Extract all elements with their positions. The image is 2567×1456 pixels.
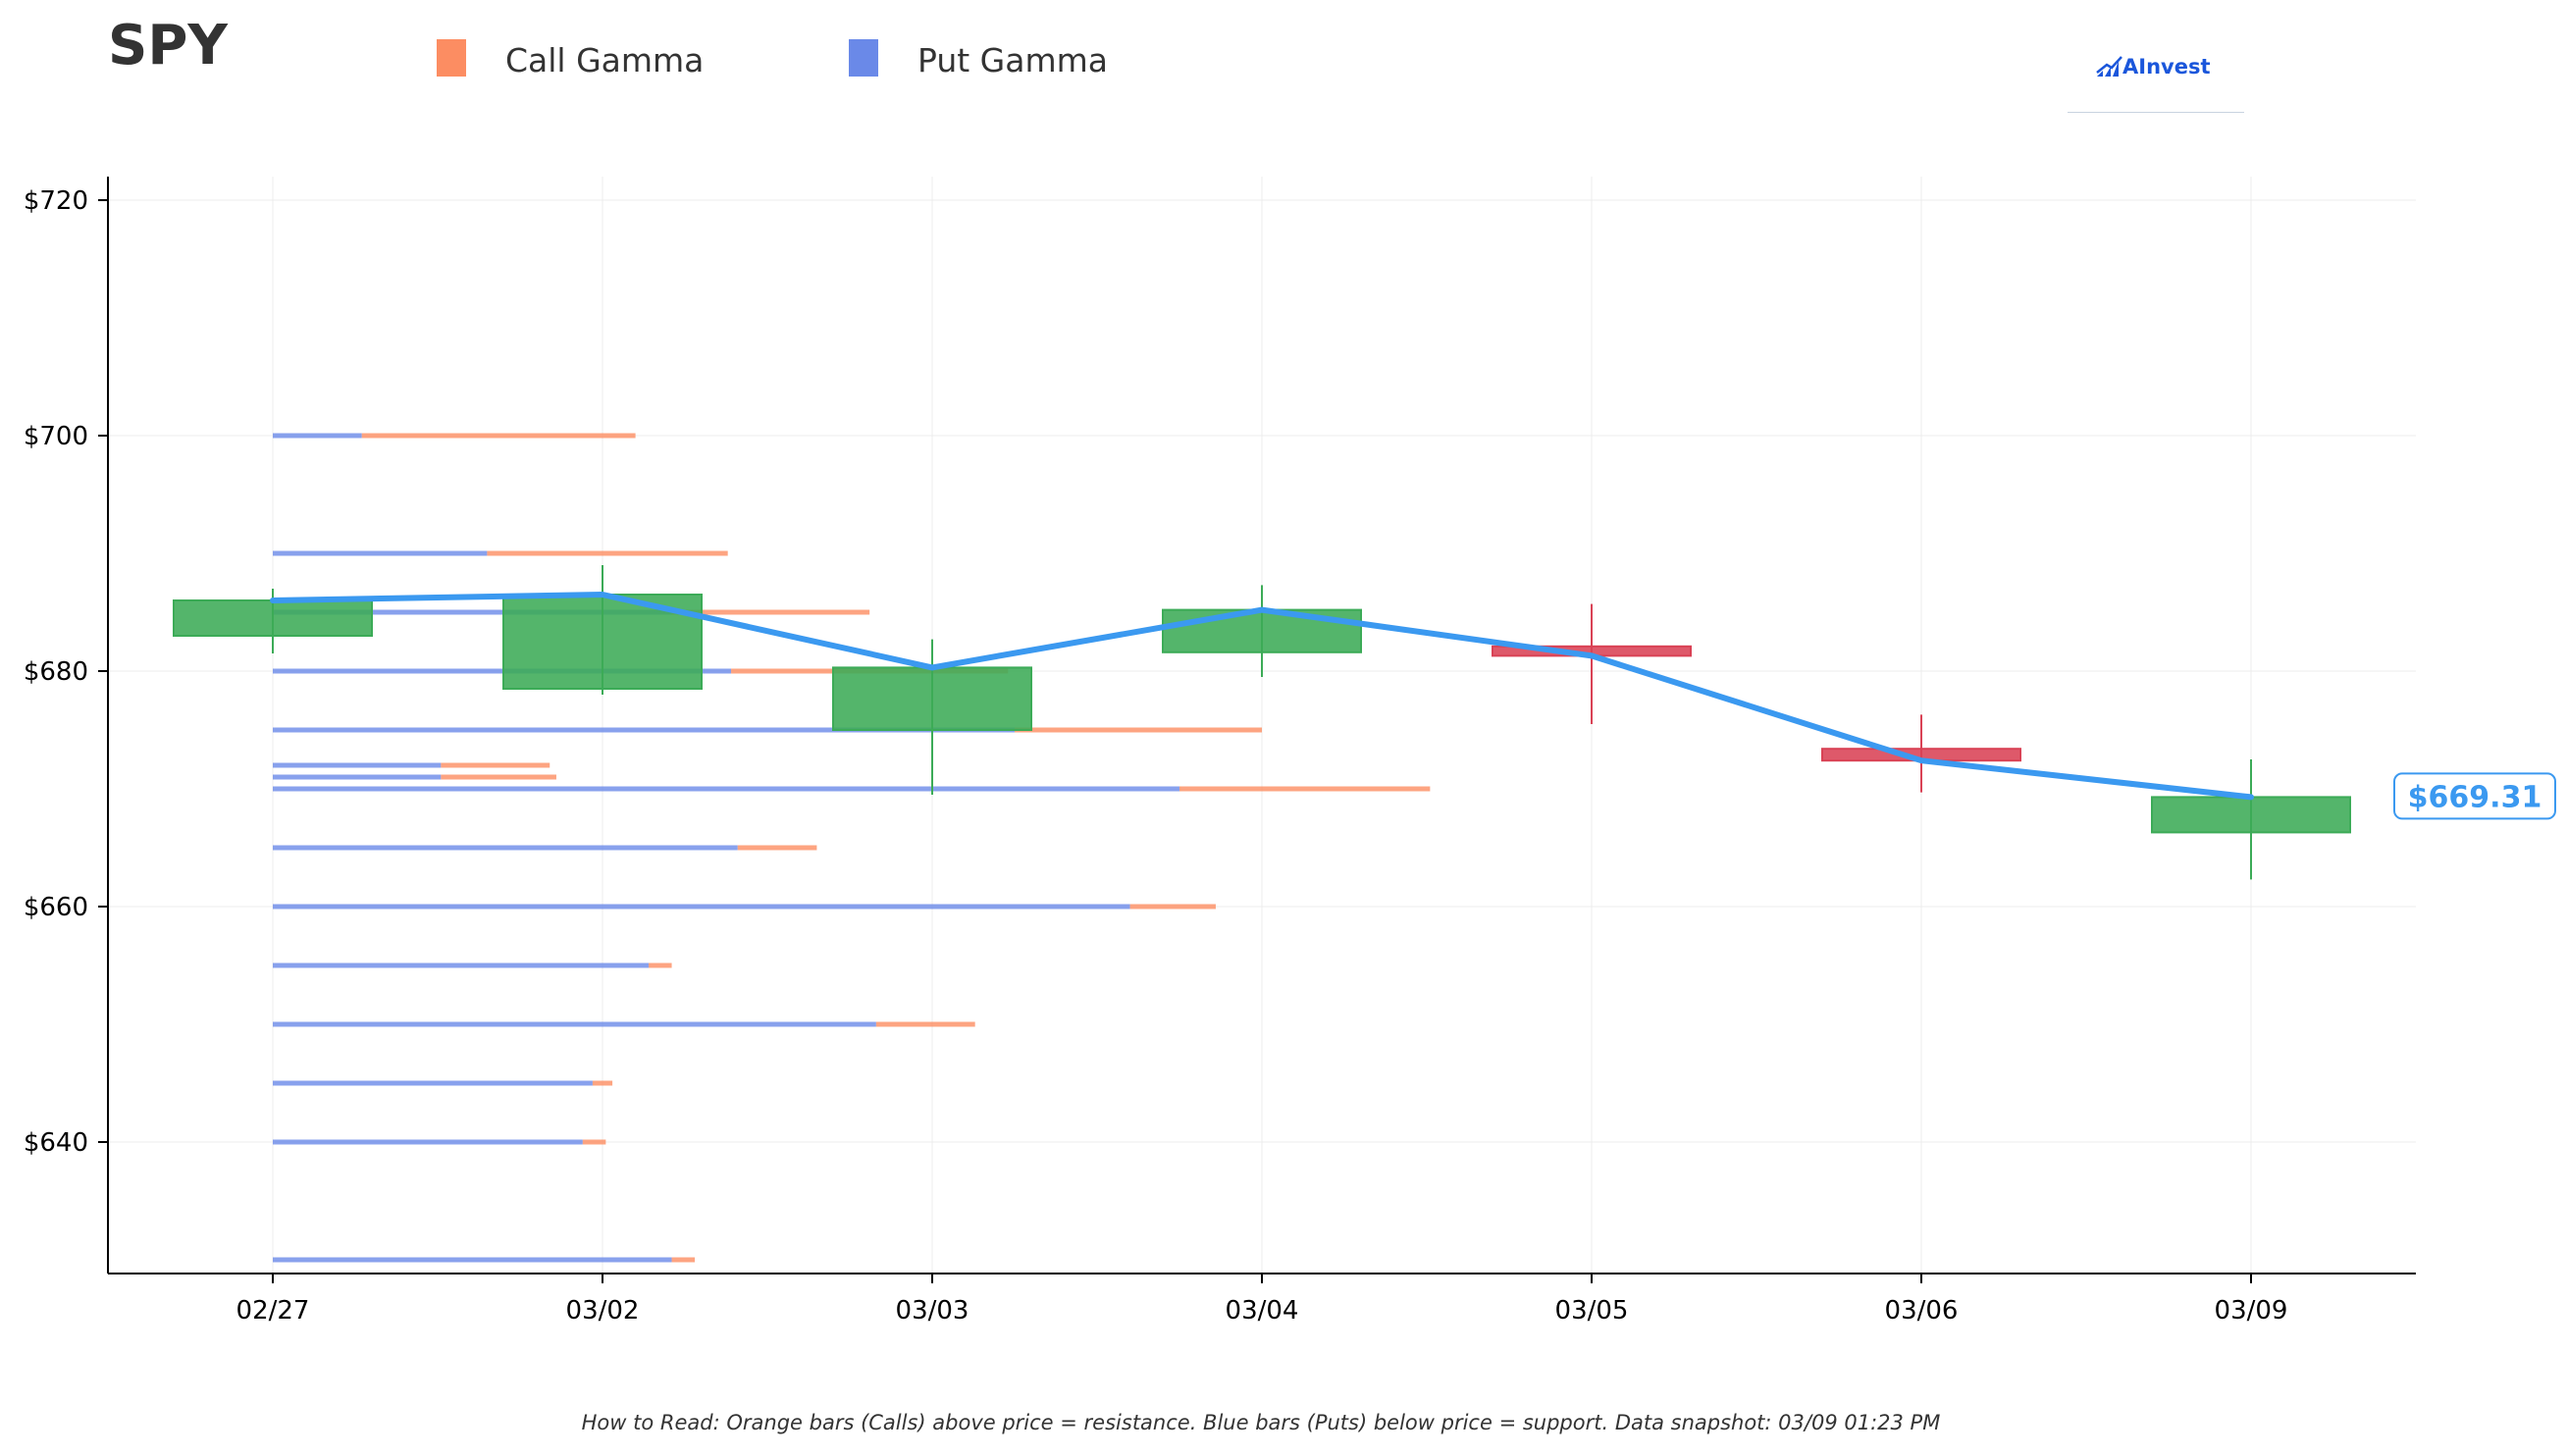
call-gamma-swatch [437, 39, 466, 77]
put-gamma-bar [273, 668, 732, 674]
call-gamma-bar [1179, 786, 1431, 792]
y-tick-label: $720 [24, 186, 88, 216]
put-gamma-bar [273, 962, 650, 968]
legend-label-call-gamma: Call Gamma [505, 41, 705, 79]
call-gamma-bar [671, 609, 870, 615]
x-tick-label: 02/27 [236, 1296, 310, 1326]
candle-body [2151, 796, 2351, 834]
last-price-badge [2393, 772, 2556, 820]
call-gamma-bar [737, 845, 817, 851]
x-tick-label: 03/06 [1885, 1296, 1959, 1326]
how-to-read-note: How to Read: Orange bars (Calls) above p… [581, 1411, 1941, 1434]
close-price-line [270, 592, 2254, 801]
put-gamma-bar [273, 786, 1179, 792]
x-tick-label: 03/05 [1555, 1296, 1629, 1326]
put-gamma-bar [273, 1257, 672, 1263]
candle-body [832, 666, 1032, 732]
put-gamma-bar [273, 433, 362, 439]
call-gamma-bar [875, 1021, 975, 1027]
put-gamma-bar [273, 774, 442, 780]
legend-label-put-gamma: Put Gamma [917, 41, 1108, 79]
x-tick-label: 03/09 [2215, 1296, 2288, 1326]
call-gamma-bar [487, 550, 728, 556]
call-gamma-bar [1129, 904, 1216, 910]
logo-divider [2068, 112, 2244, 113]
put-gamma-bar [273, 727, 1015, 733]
y-tick-label: $640 [24, 1128, 88, 1158]
put-gamma-bar [273, 609, 672, 615]
put-gamma-swatch [849, 39, 878, 77]
put-gamma-bar [273, 1080, 593, 1086]
put-gamma-bar [273, 550, 488, 556]
ainvest-logo: AInvest [2068, 45, 2244, 116]
ainvest-logo-icon [2096, 56, 2122, 77]
put-gamma-bar [273, 904, 1130, 910]
ticker-title: SPY [108, 14, 228, 78]
x-tick-label: 03/03 [896, 1296, 969, 1326]
gamma-price-chart: $640 $660 $680 $700 $720 02/27 03/02 03/03 03/04… [24, 177, 2556, 1326]
call-gamma-bar [441, 762, 550, 768]
ainvest-logo-text: AInvest [2122, 55, 2211, 78]
put-gamma-bar [273, 1139, 583, 1145]
put-gamma-bar [273, 845, 738, 851]
x-tick-label: 03/02 [566, 1296, 640, 1326]
call-gamma-bar [582, 1139, 606, 1145]
call-gamma-bar [592, 1080, 613, 1086]
call-gamma-bar [1015, 727, 1262, 733]
last-price-label: $669.31 [2408, 780, 2542, 814]
candle-body [1162, 608, 1362, 653]
call-gamma-bar [361, 433, 636, 439]
candle-body [173, 599, 373, 637]
y-tick-label: $700 [24, 422, 88, 451]
put-gamma-bar [273, 762, 442, 768]
call-gamma-bar [671, 1257, 696, 1263]
put-gamma-bar [273, 1021, 876, 1027]
call-gamma-bar [649, 962, 672, 968]
call-gamma-bar [441, 774, 556, 780]
y-tick-label: $660 [24, 893, 88, 922]
y-tick-label: $680 [24, 657, 88, 687]
x-tick-label: 03/04 [1226, 1296, 1299, 1326]
